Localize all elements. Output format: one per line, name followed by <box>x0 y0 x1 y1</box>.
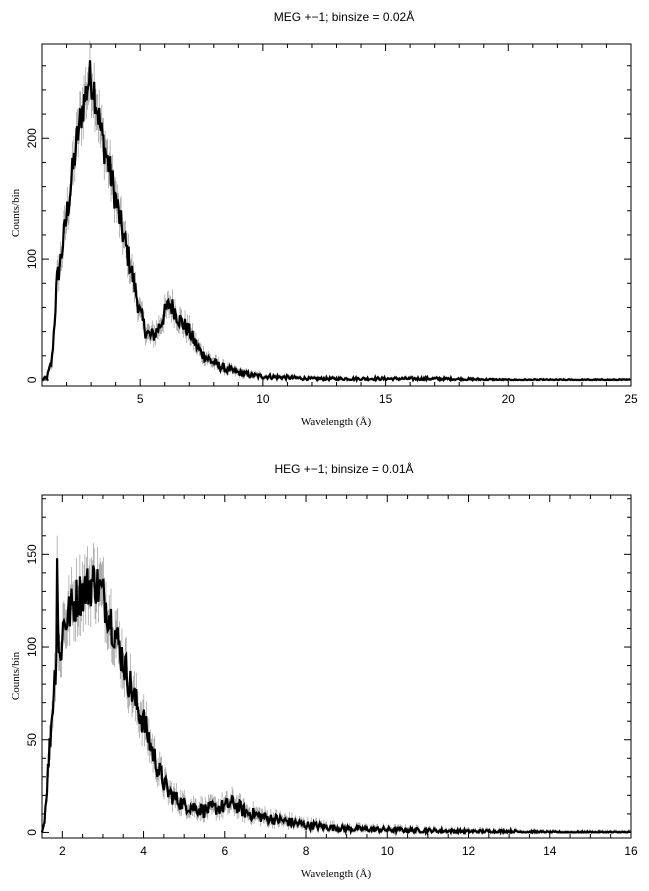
x-axis-label: Wavelength (Å) <box>301 868 372 880</box>
y-tick-label: 100 <box>25 637 39 657</box>
x-axis-label: Wavelength (Å) <box>301 416 372 428</box>
x-tick-label: 25 <box>624 392 638 406</box>
y-tick-label: 100 <box>25 249 39 269</box>
x-tick-label: 6 <box>221 844 228 858</box>
plot-frame <box>41 494 632 839</box>
x-tick-label: 15 <box>379 392 393 406</box>
x-tick-label: 16 <box>624 844 638 858</box>
y-tick-label: 0 <box>25 829 39 836</box>
meg-chart: MEG +−1; binsize = 0.02Å Wavelength (Å) … <box>10 9 638 428</box>
y-tick-label: 0 <box>25 376 39 383</box>
x-tick-label: 10 <box>256 392 270 406</box>
spectrum-line <box>40 558 631 837</box>
x-tick-label: 8 <box>303 844 310 858</box>
x-tick-label: 12 <box>462 844 476 858</box>
heg-chart: HEG +−1; binsize = 0.01Å Wavelength (Å) … <box>10 461 638 880</box>
spectrum-line <box>41 60 631 384</box>
y-axis-label: Counts/bin <box>10 651 22 700</box>
x-tick-label: 4 <box>140 844 147 858</box>
y-tick-label: 150 <box>25 544 39 564</box>
plot-frame <box>41 43 632 387</box>
x-tick-label: 20 <box>502 392 516 406</box>
x-tick-label: 10 <box>381 844 395 858</box>
y-tick-label: 200 <box>25 128 39 148</box>
chart-title: MEG +−1; binsize = 0.02Å <box>274 9 414 24</box>
x-tick-label: 2 <box>59 844 66 858</box>
y-axis-label: Counts/bin <box>10 188 22 237</box>
chart-title: HEG +−1; binsize = 0.01Å <box>274 461 413 476</box>
x-tick-label: 5 <box>137 392 144 406</box>
x-tick-label: 14 <box>543 844 557 858</box>
y-tick-label: 50 <box>25 733 39 747</box>
